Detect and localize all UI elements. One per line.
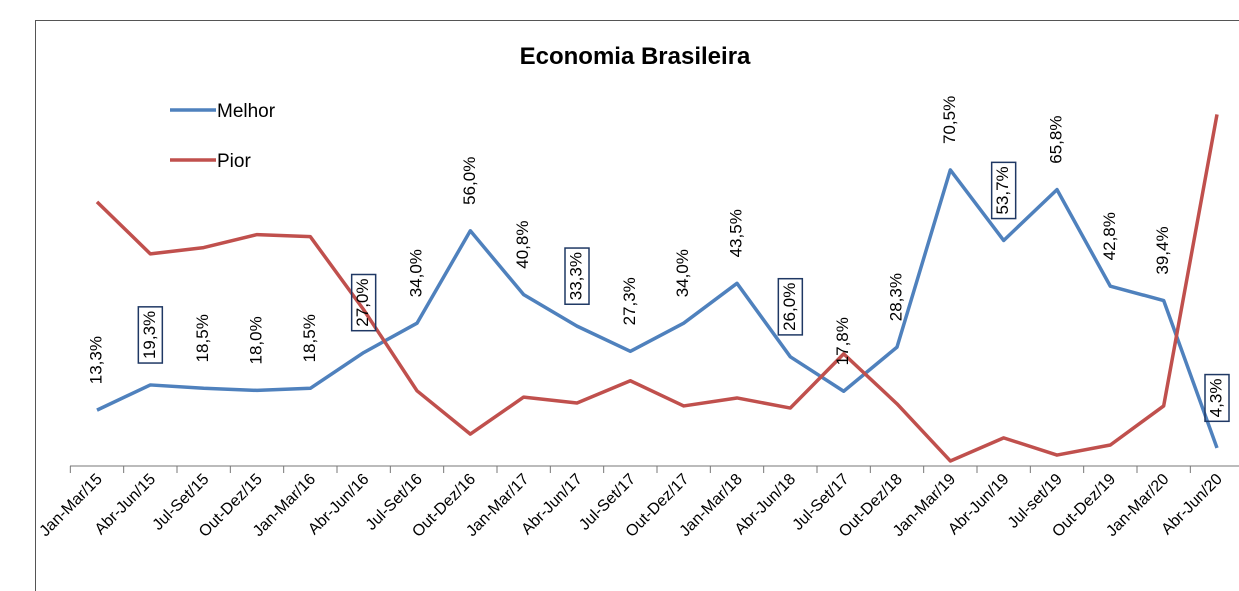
data-label: 70,5% [940,96,959,144]
data-label: 26,0% [780,283,799,331]
data-label: 53,7% [993,166,1012,214]
data-label: 34,0% [673,249,692,297]
data-label: 40,8% [513,221,532,269]
data-label: 28,3% [886,273,905,321]
legend-label: Melhor [217,101,276,122]
data-label: 13,3% [86,336,105,384]
data-label-box [990,161,1017,220]
data-label: 42,8% [1100,212,1119,260]
data-label: 56,0% [460,157,479,205]
data-label: 4,3% [1206,379,1225,418]
data-label: 39,4% [1153,226,1172,274]
data-label: 18,5% [193,314,212,362]
data-label: 43,5% [726,209,745,257]
legend-label: Pior [217,151,251,172]
chart-frame [35,20,1239,591]
data-label: 34,0% [406,249,425,297]
data-label-box [350,273,377,332]
data-label: 27,3% [620,277,639,325]
data-label: 27,0% [353,278,372,326]
data-label: 19,3% [140,311,159,359]
data-label: 33,3% [566,252,585,300]
data-label: 65,8% [1046,116,1065,164]
chart-title: Economia Brasileira [520,43,751,70]
data-label: 18,0% [246,316,265,364]
data-label-box [137,306,164,364]
data-label-box [777,277,804,336]
data-label-box [1204,373,1230,423]
data-label: 18,5% [300,314,319,362]
series-line [95,114,1219,463]
data-label: 17,8% [833,317,852,365]
data-label-box [564,247,590,305]
series-line [96,168,1219,449]
